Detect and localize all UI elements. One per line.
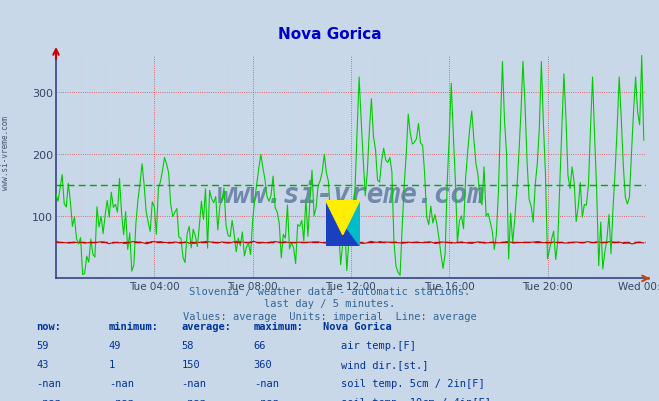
Text: Nova Gorica: Nova Gorica (277, 27, 382, 42)
Text: -nan: -nan (36, 397, 61, 401)
Text: -nan: -nan (181, 397, 206, 401)
Text: wind dir.[st.]: wind dir.[st.] (341, 359, 429, 369)
Text: 58: 58 (181, 340, 194, 350)
Text: -nan: -nan (181, 378, 206, 388)
Text: 43: 43 (36, 359, 49, 369)
Text: www.si-vreme.com: www.si-vreme.com (217, 180, 485, 208)
Text: www.si-vreme.com: www.si-vreme.com (1, 115, 10, 189)
Text: Slovenia / weather data - automatic stations.: Slovenia / weather data - automatic stat… (189, 287, 470, 297)
Text: Values: average  Units: imperial  Line: average: Values: average Units: imperial Line: av… (183, 311, 476, 321)
Text: 1: 1 (109, 359, 115, 369)
Text: soil temp. 10cm / 4in[F]: soil temp. 10cm / 4in[F] (341, 397, 492, 401)
Text: -nan: -nan (254, 397, 279, 401)
Text: -nan: -nan (36, 378, 61, 388)
Text: -nan: -nan (254, 378, 279, 388)
Text: -nan: -nan (109, 378, 134, 388)
Text: 66: 66 (254, 340, 266, 350)
Text: air temp.[F]: air temp.[F] (341, 340, 416, 350)
Text: 360: 360 (254, 359, 272, 369)
Text: 150: 150 (181, 359, 200, 369)
Polygon shape (326, 200, 360, 247)
Polygon shape (326, 200, 360, 247)
Text: last day / 5 minutes.: last day / 5 minutes. (264, 299, 395, 309)
Text: Nova Gorica: Nova Gorica (323, 322, 391, 332)
Text: 59: 59 (36, 340, 49, 350)
Text: now:: now: (36, 322, 61, 332)
Text: soil temp. 5cm / 2in[F]: soil temp. 5cm / 2in[F] (341, 378, 485, 388)
Text: 49: 49 (109, 340, 121, 350)
Text: average:: average: (181, 322, 231, 332)
Text: maximum:: maximum: (254, 322, 304, 332)
Text: -nan: -nan (109, 397, 134, 401)
Text: minimum:: minimum: (109, 322, 159, 332)
Polygon shape (326, 200, 360, 235)
